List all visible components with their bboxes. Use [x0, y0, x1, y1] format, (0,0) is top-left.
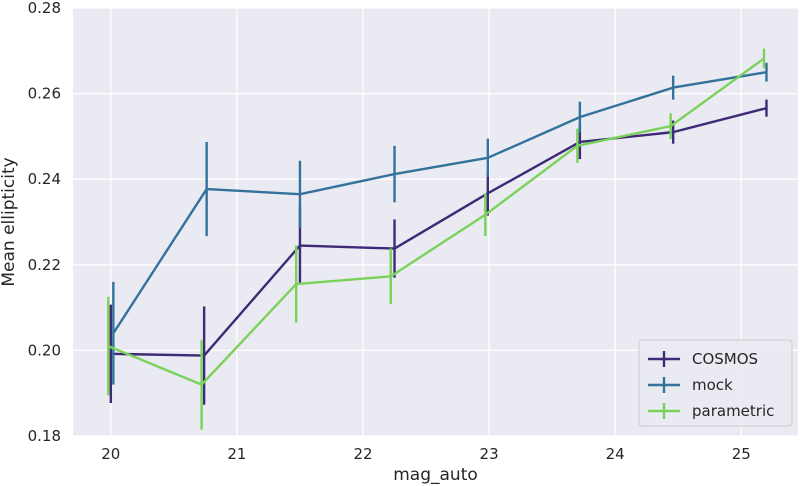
x-tick-label: 22: [353, 445, 372, 463]
grid: [73, 7, 798, 437]
x-tick-label: 25: [732, 445, 751, 463]
series-layer: [107, 48, 768, 430]
x-tick-label: 21: [227, 445, 246, 463]
x-tick-label: 24: [606, 445, 625, 463]
legend-frame: [638, 339, 793, 427]
legend-label-mock: mock: [692, 376, 733, 394]
legend-label-cosmos: COSMOS: [692, 350, 758, 368]
y-tick-label: 0.20: [28, 341, 61, 359]
series-mock: [112, 62, 768, 385]
y-tick-label: 0.26: [28, 85, 61, 103]
y-tick-label: 0.18: [28, 427, 61, 445]
x-tick-label: 23: [480, 445, 499, 463]
legend-label-parametric: parametric: [692, 402, 774, 420]
y-tick-label: 0.28: [28, 0, 61, 17]
y-tick-labels: 0.18 0.20 0.22 0.24 0.26 0.28: [28, 0, 61, 445]
y-tick-label: 0.22: [28, 256, 61, 274]
series-parametric: [107, 48, 766, 430]
mock-line: [112, 71, 767, 334]
x-tick-labels: 20 21 22 23 24 25: [101, 445, 751, 463]
legend: COSMOS mock parametric: [638, 339, 793, 427]
x-axis-label: mag_auto: [393, 465, 478, 485]
parametric-line: [107, 57, 765, 386]
x-tick-label: 20: [101, 445, 120, 463]
y-axis-label: Mean ellipticity: [0, 157, 19, 286]
y-tick-label: 0.24: [28, 170, 61, 188]
cosmos-line: [110, 106, 767, 357]
